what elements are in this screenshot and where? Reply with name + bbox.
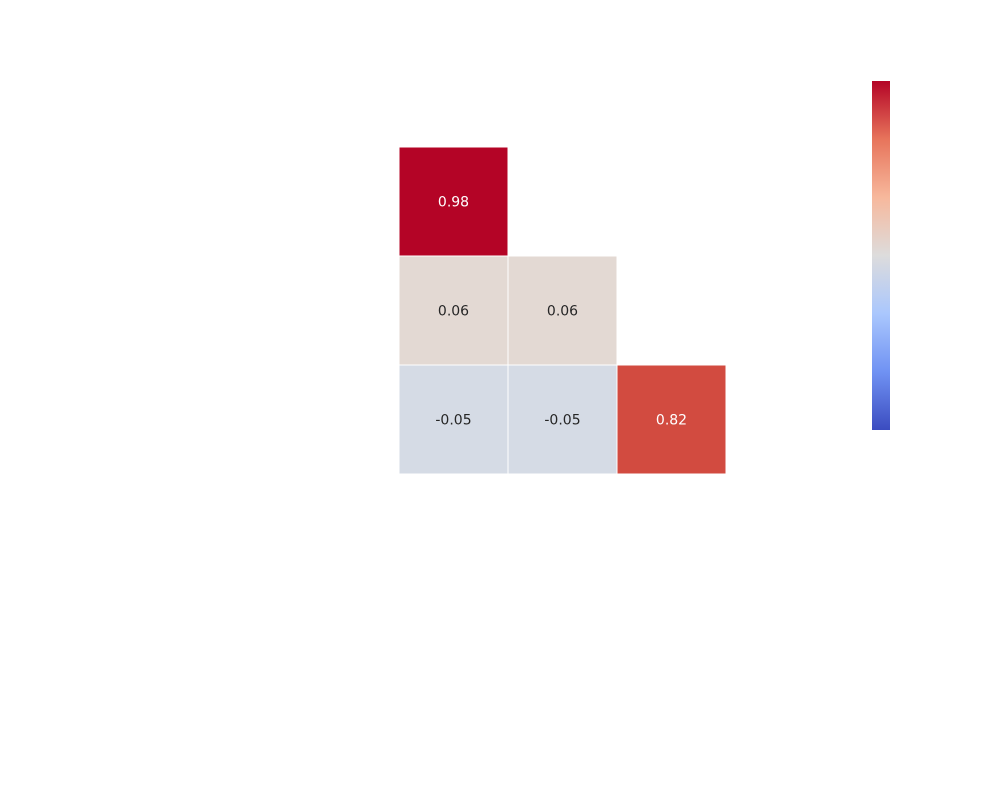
- heatmap-cell: [398, 255, 509, 366]
- heatmap-cell: [398, 364, 509, 475]
- heatmap-cell: [398, 146, 509, 257]
- heatmap-cell-label: 0.82: [656, 413, 687, 429]
- heatmap-cell-label: -0.05: [544, 413, 580, 429]
- heatmap-cell-label: -0.05: [435, 413, 471, 429]
- heatmap-cell-label: 0.06: [438, 304, 469, 320]
- colorbar: [872, 81, 890, 430]
- heatmap-cells: 0.98 0.06 0.06 -0.05 -0.05 0.82: [398, 146, 727, 475]
- heatmap-cell: [507, 255, 618, 366]
- heatmap-cell-label: 0.98: [438, 195, 469, 211]
- heatmap-cell: [507, 364, 618, 475]
- heatmap-cell-label: 0.06: [547, 304, 578, 320]
- heatmap-cell: [616, 364, 727, 475]
